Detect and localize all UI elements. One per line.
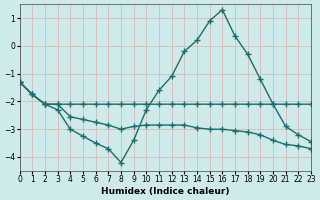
- X-axis label: Humidex (Indice chaleur): Humidex (Indice chaleur): [101, 187, 229, 196]
